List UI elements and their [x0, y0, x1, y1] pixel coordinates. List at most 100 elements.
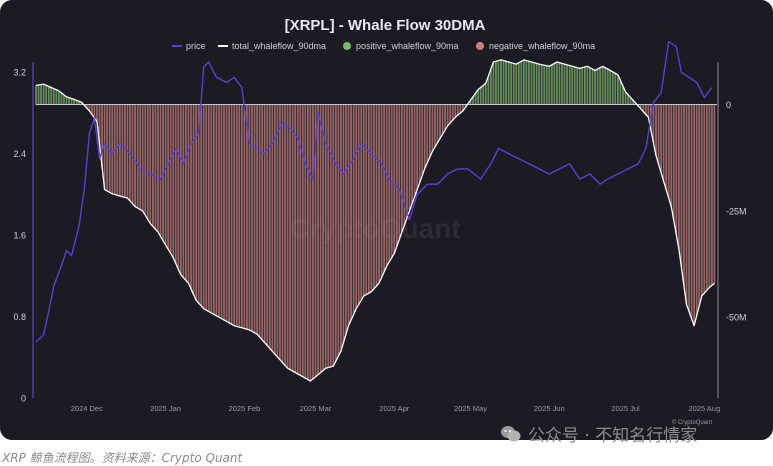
negative-whaleflow-bar	[403, 104, 406, 226]
negative-whaleflow-bar	[235, 104, 238, 327]
positive-whaleflow-bar	[540, 64, 543, 105]
positive-whaleflow-bar	[78, 101, 81, 105]
legend-label: price	[186, 41, 206, 51]
negative-whaleflow-bar	[121, 104, 124, 197]
negative-whaleflow-bar	[103, 104, 106, 190]
positive-whaleflow-bar	[75, 100, 78, 105]
negative-whaleflow-bar	[395, 104, 398, 247]
negative-whaleflow-bar	[675, 104, 678, 235]
negative-whaleflow-bar	[207, 104, 210, 312]
negative-whaleflow-bar	[289, 104, 291, 370]
left-axis-tick-label: 2.4	[13, 149, 26, 159]
negative-whaleflow-bar	[340, 104, 342, 352]
negative-whaleflow-bar	[312, 104, 314, 379]
negative-whaleflow-bar	[441, 104, 444, 135]
negative-whaleflow-bar	[309, 104, 312, 381]
negative-whaleflow-bar	[192, 104, 195, 295]
positive-whaleflow-bar	[40, 84, 42, 105]
negative-whaleflow-bar	[334, 104, 337, 362]
negative-whaleflow-bar	[383, 104, 386, 272]
negative-whaleflow-bar	[345, 104, 347, 335]
negative-whaleflow-bar	[355, 104, 358, 309]
negative-whaleflow-bar	[179, 104, 182, 275]
positive-whaleflow-bar	[617, 74, 619, 105]
positive-whaleflow-bar	[47, 86, 50, 105]
negative-whaleflow-bar	[660, 104, 662, 173]
positive-whaleflow-bar	[566, 64, 568, 105]
negative-whaleflow-bar	[360, 104, 363, 301]
positive-whaleflow-bar	[629, 97, 632, 105]
negative-whaleflow-bar	[131, 104, 134, 204]
negative-whaleflow-bar	[667, 104, 670, 199]
negative-whaleflow-bar	[324, 104, 327, 369]
negative-whaleflow-bar	[665, 104, 668, 190]
negative-whaleflow-bar	[301, 104, 304, 377]
positive-whaleflow-bar	[497, 60, 500, 105]
negative-whaleflow-bar	[248, 104, 251, 330]
positive-whaleflow-bar	[550, 64, 553, 105]
negative-whaleflow-bar	[124, 104, 126, 198]
whale-flow-chart: [XRPL] - Whale Flow 30DMA price total_wha…	[0, 0, 773, 440]
negative-whaleflow-bar	[454, 104, 457, 118]
negative-whaleflow-bar	[151, 104, 154, 227]
positive-whaleflow-bar	[563, 64, 566, 105]
negative-whaleflow-bar	[421, 104, 424, 176]
negative-whaleflow-bar	[406, 104, 408, 218]
whaleflow-bars	[35, 59, 716, 381]
positive-whaleflow-bar	[601, 66, 604, 105]
negative-whaleflow-bar	[108, 104, 111, 193]
positive-whaleflow-bar	[35, 85, 37, 105]
negative-whaleflow-bar	[93, 104, 96, 118]
positive-whaleflow-bar	[474, 93, 477, 105]
negative-whaleflow-bar	[91, 104, 93, 115]
x-axis-tick-label: 2025 Jul	[611, 404, 640, 413]
negative-whaleflow-bar	[111, 104, 114, 194]
positive-whaleflow-bar	[472, 96, 474, 105]
positive-whaleflow-bar	[627, 94, 629, 105]
positive-whaleflow-bar	[533, 62, 535, 105]
negative-whaleflow-bar	[273, 104, 276, 355]
negative-whaleflow-bar	[690, 104, 693, 319]
legend-label: positive_whaleflow_90ma	[356, 41, 459, 51]
x-axis-tick-label: 2025 Jun	[534, 404, 565, 413]
negative-whaleflow-bar	[210, 104, 213, 313]
positive-whaleflow-bar	[548, 66, 551, 105]
negative-whaleflow-bar	[385, 104, 388, 267]
negative-whaleflow-bar	[88, 104, 91, 111]
negative-whaleflow-bar	[462, 104, 464, 111]
right-axis-tick-label: -25M	[726, 206, 747, 216]
negative-whaleflow-bar	[322, 104, 325, 371]
negative-whaleflow-bar	[418, 104, 421, 183]
negative-whaleflow-bar	[139, 104, 142, 210]
negative-whaleflow-bar	[220, 104, 223, 319]
negative-whaleflow-bar	[299, 104, 302, 376]
legend-label: total_whaleflow_90dma	[232, 41, 326, 51]
positive-whaleflow-bar	[55, 89, 58, 105]
negative-whaleflow-bar	[174, 104, 177, 264]
negative-whaleflow-bar	[238, 104, 241, 328]
positive-whaleflow-bar	[70, 98, 73, 105]
negative-whaleflow-bar	[370, 104, 373, 292]
negative-whaleflow-bar	[243, 104, 246, 329]
negative-whaleflow-bar	[294, 104, 297, 373]
positive-whaleflow-bar	[484, 83, 487, 105]
positive-whaleflow-bar	[624, 91, 627, 105]
positive-whaleflow-bar	[479, 87, 482, 105]
legend-positive-swatch	[343, 42, 351, 50]
negative-whaleflow-bar	[116, 104, 119, 196]
negative-whaleflow-bar	[401, 104, 403, 233]
negative-whaleflow-bar	[141, 104, 144, 211]
negative-whaleflow-bar	[284, 104, 286, 366]
positive-whaleflow-bar	[502, 60, 505, 105]
x-axis-tick-label: 2024 Dec	[71, 404, 103, 413]
positive-whaleflow-bar	[507, 62, 510, 105]
chart-title: [XRPL] - Whale Flow 30DMA	[285, 17, 486, 34]
negative-whaleflow-bar	[431, 104, 434, 152]
negative-whaleflow-bar	[98, 104, 101, 145]
x-axis-tick-label: 2025 Apr	[379, 404, 410, 413]
negative-whaleflow-bar	[317, 104, 319, 375]
legend-item: price	[172, 41, 206, 51]
negative-whaleflow-bar	[233, 104, 236, 326]
negative-whaleflow-bar	[296, 104, 299, 374]
negative-whaleflow-bar	[182, 104, 185, 278]
